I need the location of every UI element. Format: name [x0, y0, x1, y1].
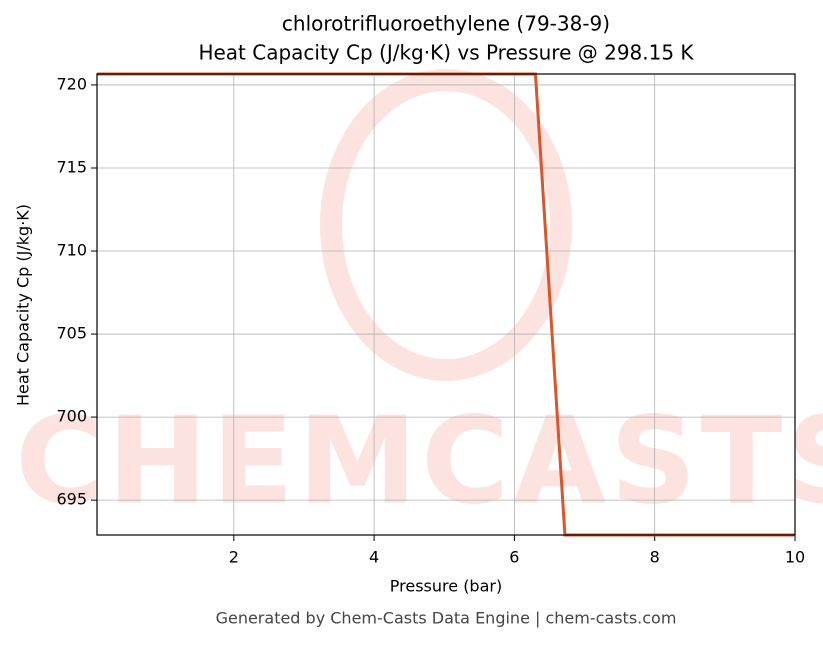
- watermark-logo: [320, 69, 572, 381]
- y-tick-label: 710: [56, 241, 87, 260]
- y-tick-label: 715: [56, 157, 87, 176]
- y-tick-label: 705: [56, 324, 87, 343]
- x-tick-label: 10: [785, 548, 805, 567]
- chart-title: chlorotrifluoroethylene (79-38-9): [282, 12, 610, 36]
- x-tick-label: 6: [509, 548, 519, 567]
- y-axis-label: Heat Capacity Cp (J/kg·K): [14, 204, 33, 406]
- x-tick-label: 2: [229, 548, 239, 567]
- y-tick-label: 695: [56, 490, 87, 509]
- y-tick-label: 720: [56, 74, 87, 93]
- plot-frame: [96, 73, 796, 536]
- chart-subtitle: Heat Capacity Cp (J/kg·K) vs Pressure @ …: [198, 41, 694, 65]
- y-tick-label: 700: [56, 407, 87, 426]
- x-tick-label: 4: [369, 548, 379, 567]
- x-axis-label: Pressure (bar): [390, 577, 502, 596]
- watermark: CHEMCASTS: [15, 393, 823, 532]
- x-tick-label: 8: [650, 548, 660, 567]
- footer: Generated by Chem-Casts Data Engine | ch…: [216, 609, 677, 628]
